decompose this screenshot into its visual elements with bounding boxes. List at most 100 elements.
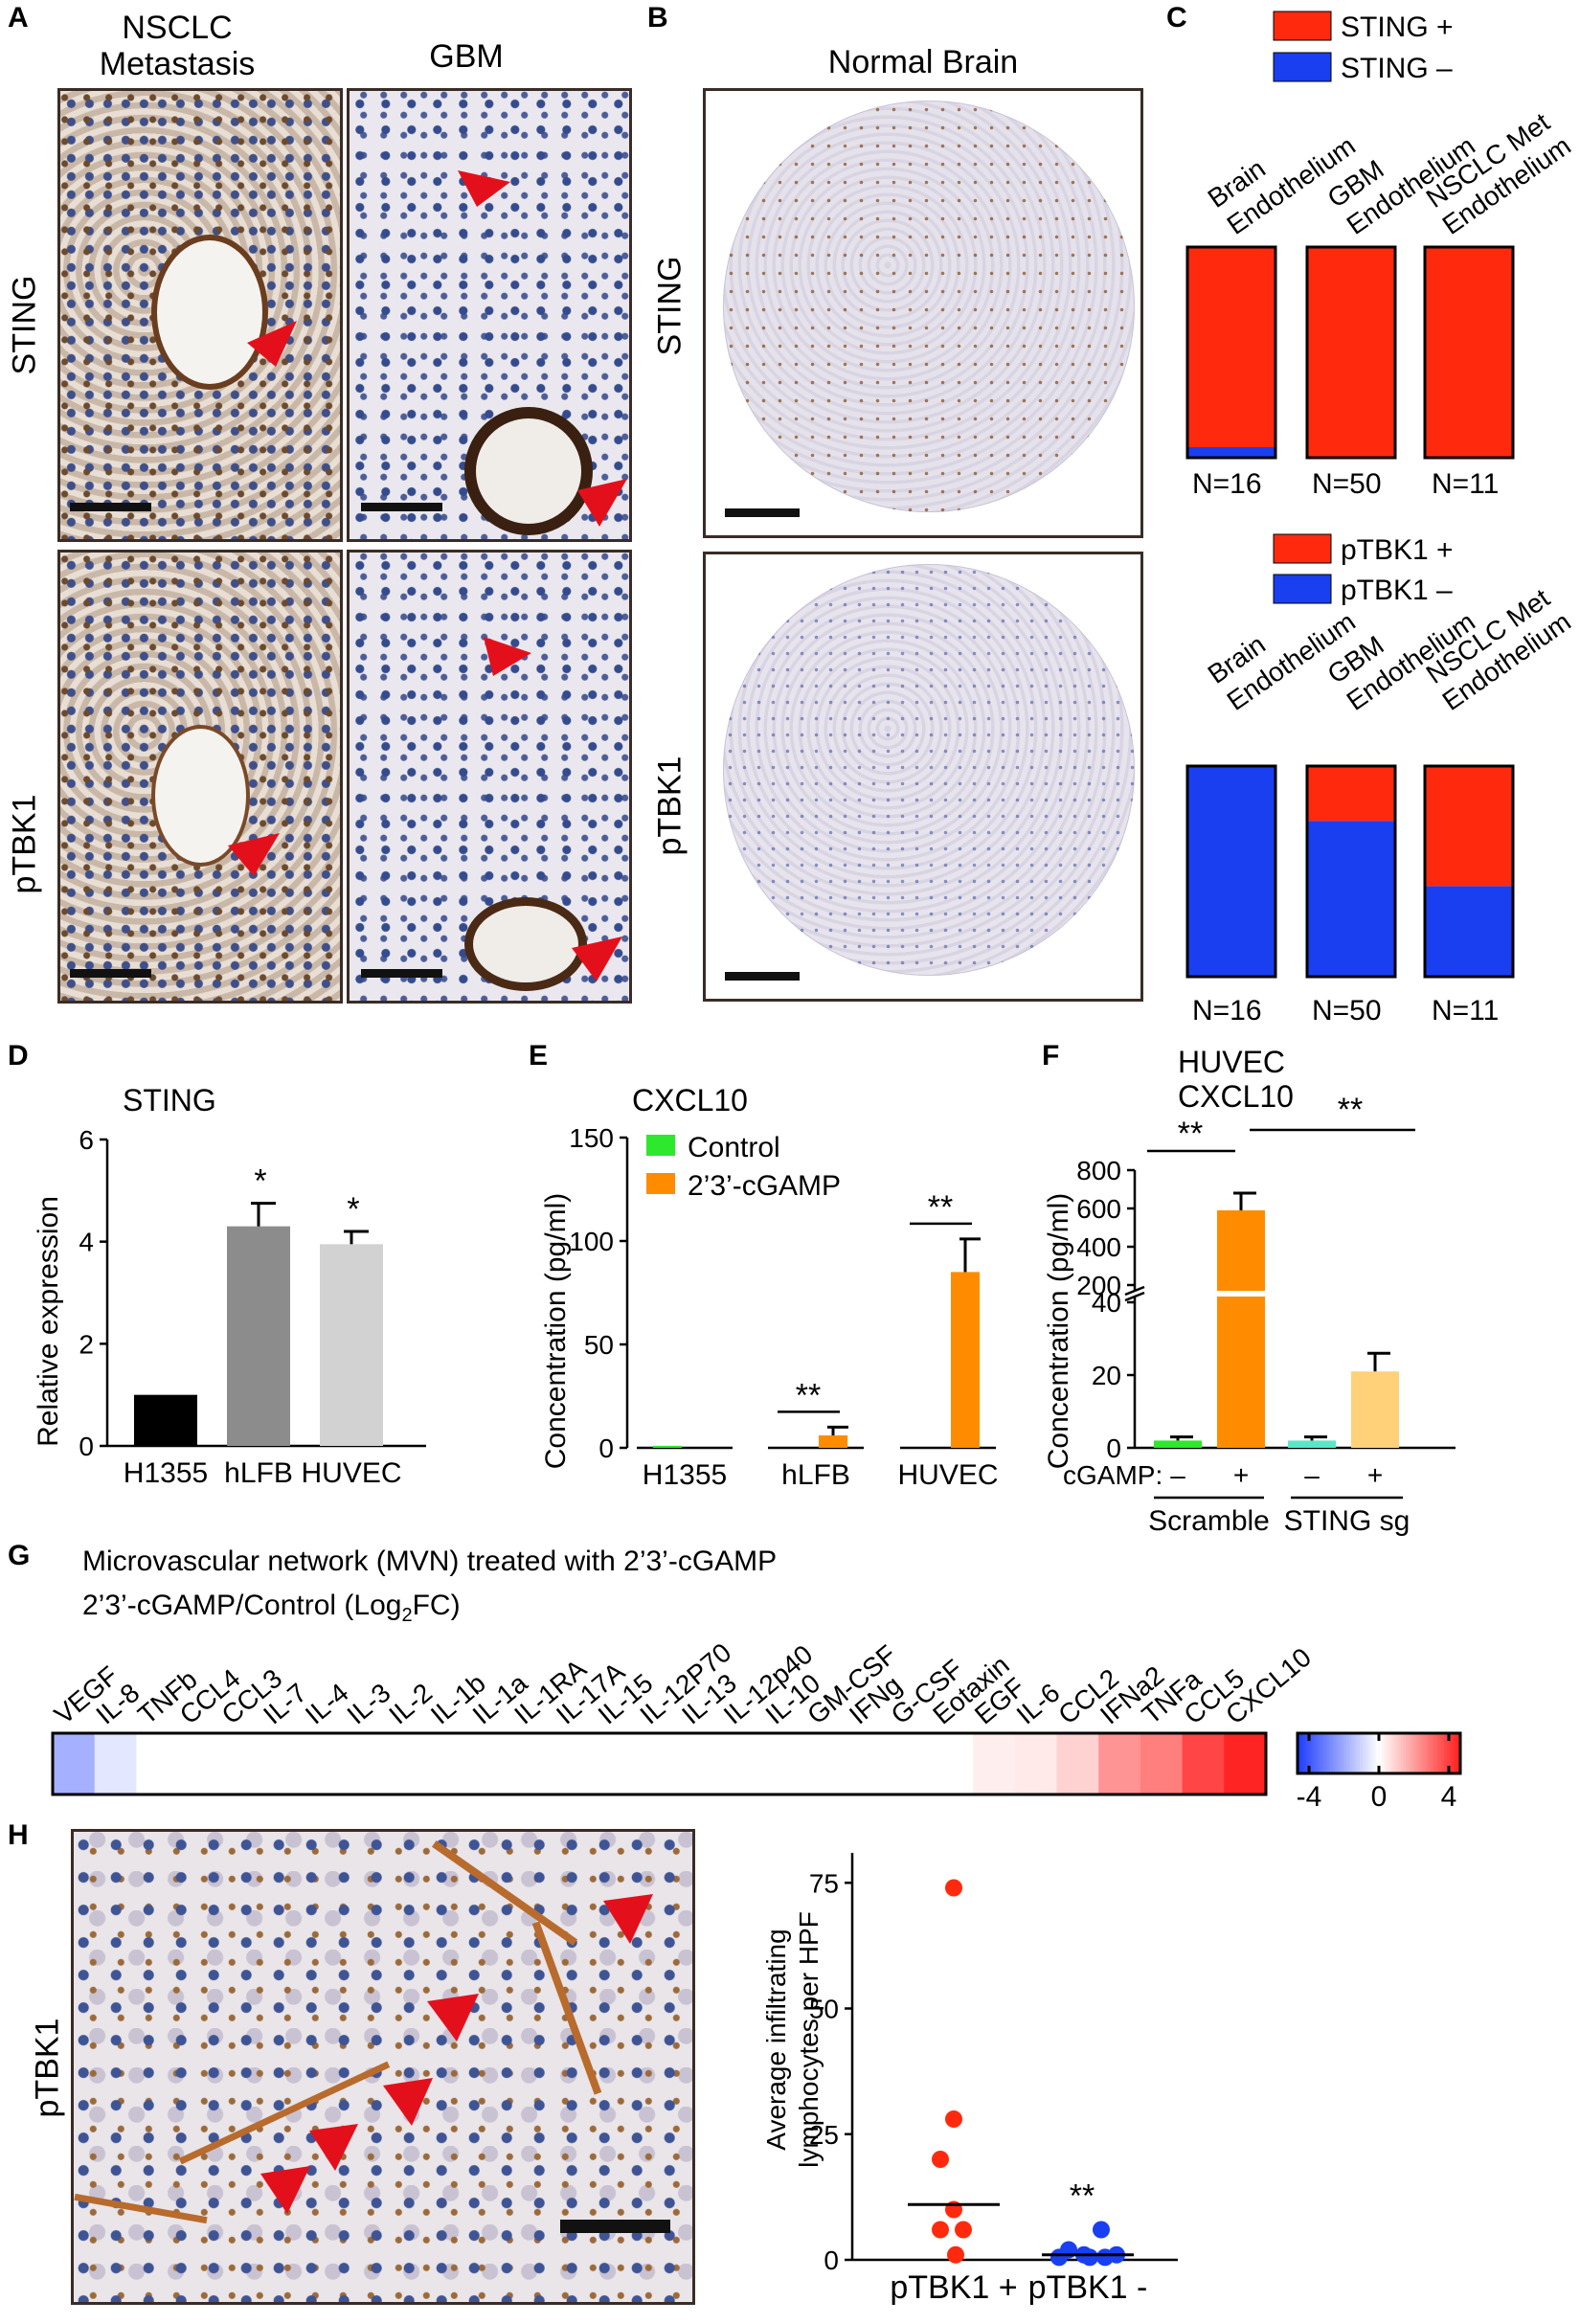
panelH-scatter: Average infiltrating lymphocytes per HPF… [761, 1853, 1178, 2306]
arrowhead-icon [603, 1894, 653, 1944]
y-axis-label: Concentration (pg/ml) [540, 1193, 572, 1469]
colorbar-step [1298, 1733, 1301, 1773]
panel-letter-a: A [8, 2, 29, 34]
legend-swatch-ptbk1-pos [1273, 533, 1332, 564]
panelB-title: Normal Brain [827, 44, 1019, 80]
axis-break [1124, 1291, 1145, 1302]
colorbar-step [1425, 1733, 1429, 1773]
y-axis-label: Relative expression [33, 1196, 64, 1447]
heatmap-cell [805, 1733, 848, 1794]
x-tick-label: H1355 [124, 1457, 208, 1489]
colorbar-step [1302, 1733, 1306, 1773]
chart-title: STING [123, 1083, 216, 1117]
colorbar-step [1343, 1733, 1347, 1773]
heatmap-cell [1140, 1733, 1184, 1794]
panelE-chart: CXCL10 Concentration (pg/ml) Control 2’3… [540, 1083, 999, 1491]
colorbar-step [1316, 1733, 1320, 1773]
vessel-shape [464, 897, 587, 991]
arrowhead-icon [247, 321, 297, 367]
n-label: N=50 [1312, 468, 1382, 500]
stacked-bar-segment [1307, 766, 1395, 822]
n-label: N=11 [1432, 468, 1499, 500]
colorbar-step [1341, 1733, 1344, 1773]
heatmap-cell [1056, 1733, 1099, 1794]
x-tick-label: H1355 [643, 1459, 727, 1491]
heatmap-cell [931, 1733, 974, 1794]
vessel-shape [151, 235, 268, 390]
bar [653, 1445, 682, 1448]
colorbar-step [1449, 1733, 1453, 1773]
group-label: Scramble [1148, 1505, 1270, 1537]
colorbar-step [1311, 1733, 1315, 1773]
ihc-ptbk1-lymphocyte-image [71, 1829, 695, 2305]
panelA-col1-header: NSCLC Metastasis [57, 10, 297, 82]
stacked-bar-outline [1185, 245, 1277, 460]
colorbar-step [1321, 1733, 1325, 1773]
y-axis-label: Concentration (pg/ml) [1043, 1193, 1074, 1469]
colorbar-step [1330, 1733, 1334, 1773]
chart-title-line1: HUVEC [1178, 1045, 1285, 1079]
stacked-bar-segment [1187, 447, 1275, 458]
heatmap-subtitle: 2’3’-cGAMP/Control (Log2FC) [82, 1590, 461, 1627]
vessel-shape [151, 725, 250, 867]
n-label: N=16 [1192, 468, 1262, 500]
axis-break [1124, 1285, 1145, 1297]
colorbar-tick-label: 0 [1371, 1781, 1388, 1813]
colorbar-step [1387, 1733, 1390, 1773]
bar-high-segment [1217, 1210, 1265, 1291]
bar [951, 1272, 980, 1448]
heatmap-cell [512, 1733, 555, 1794]
stacked-bar-outline [1305, 245, 1397, 460]
heatmap-cell [178, 1733, 221, 1794]
data-point [947, 2245, 964, 2264]
colorbar-step [1299, 1733, 1304, 1773]
colorbar-step [1360, 1733, 1364, 1773]
y-tick-label: 40 [1092, 1288, 1121, 1318]
significance-mark: ** [1178, 1116, 1203, 1152]
x-tick-label: pTBK1 - [1028, 2269, 1148, 2306]
colorbar-step [1395, 1733, 1399, 1773]
stacked-bar-segment [1425, 247, 1513, 458]
colorbar-step [1441, 1733, 1445, 1773]
y-tick-label: 25 [809, 2120, 839, 2150]
colorbar-step [1384, 1733, 1388, 1773]
colorbar-step [1332, 1733, 1337, 1773]
colorbar-step [1319, 1733, 1322, 1773]
colorbar-step [1438, 1733, 1442, 1773]
treatment-row-label: cGAMP: [1063, 1460, 1162, 1490]
stacked-bar-outline [1423, 245, 1515, 460]
panelH-points: pTBK1 + pTBK1 - ** [890, 1879, 1148, 2306]
heatmap-subtitle-sub: 2 [401, 1605, 413, 1626]
data-point [1093, 2221, 1110, 2239]
bar [1351, 1371, 1399, 1448]
n-label: N=16 [1192, 995, 1262, 1027]
y-tick-label: 200 [1076, 1271, 1121, 1300]
colorbar-step [1411, 1733, 1415, 1773]
data-point [945, 2110, 962, 2128]
colorbar-tick-label: -4 [1297, 1781, 1322, 1813]
ihc-normal-brain-ptbk1-image [703, 552, 1143, 1002]
heatmap-cell [261, 1733, 305, 1794]
stacked-bar-segment [1425, 886, 1513, 977]
x-tick-label: pTBK1 + [890, 2269, 1017, 2306]
panel-letter-f: F [1042, 1040, 1060, 1072]
y-tick-label: 100 [569, 1227, 614, 1256]
heatmap-frame [51, 1731, 1268, 1796]
heatmap-cell [763, 1733, 806, 1794]
colorbar-step [1327, 1733, 1331, 1773]
colorbar-step [1435, 1733, 1439, 1773]
scale-bar [725, 508, 800, 517]
panel-letter-c: C [1166, 2, 1187, 34]
panelA-col2-header: GBM [429, 38, 504, 75]
panelD-chart: STING Relative expression 0 2 4 6 H1355 * hLF… [33, 1083, 426, 1489]
treatment-label: – [1170, 1460, 1185, 1490]
colorbar-step [1409, 1733, 1412, 1773]
colorbar-step [1433, 1733, 1436, 1773]
ihc-nsclc-ptbk1-image [57, 550, 343, 1004]
bar-low-segment [1217, 1297, 1265, 1448]
bar [134, 1394, 197, 1446]
colorbar-step [1363, 1733, 1366, 1773]
y-axis-label-line2: lymphocytes per HPF [794, 1911, 824, 2168]
colorbar-step [1354, 1733, 1358, 1773]
